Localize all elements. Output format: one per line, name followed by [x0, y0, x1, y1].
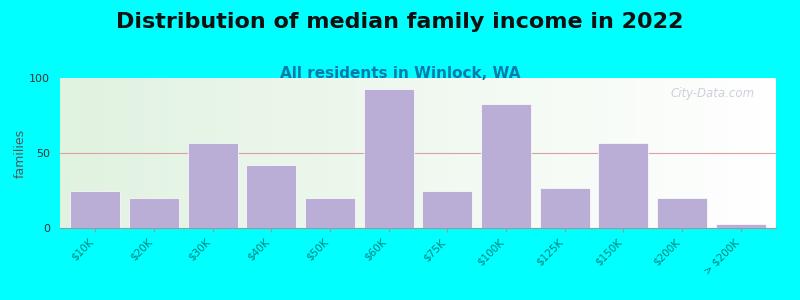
Bar — [657, 198, 707, 228]
Bar — [422, 190, 472, 228]
Bar — [364, 88, 414, 228]
Bar — [716, 224, 766, 228]
Bar — [188, 142, 238, 228]
Bar — [305, 198, 355, 228]
Text: All residents in Winlock, WA: All residents in Winlock, WA — [280, 66, 520, 81]
Text: Distribution of median family income in 2022: Distribution of median family income in … — [116, 12, 684, 32]
Bar — [481, 103, 531, 228]
Text: City-Data.com: City-Data.com — [670, 87, 754, 100]
Bar — [540, 188, 590, 228]
Bar — [598, 142, 648, 228]
Bar — [246, 165, 296, 228]
Bar — [129, 198, 179, 228]
Bar — [70, 190, 120, 228]
Y-axis label: families: families — [14, 128, 26, 178]
